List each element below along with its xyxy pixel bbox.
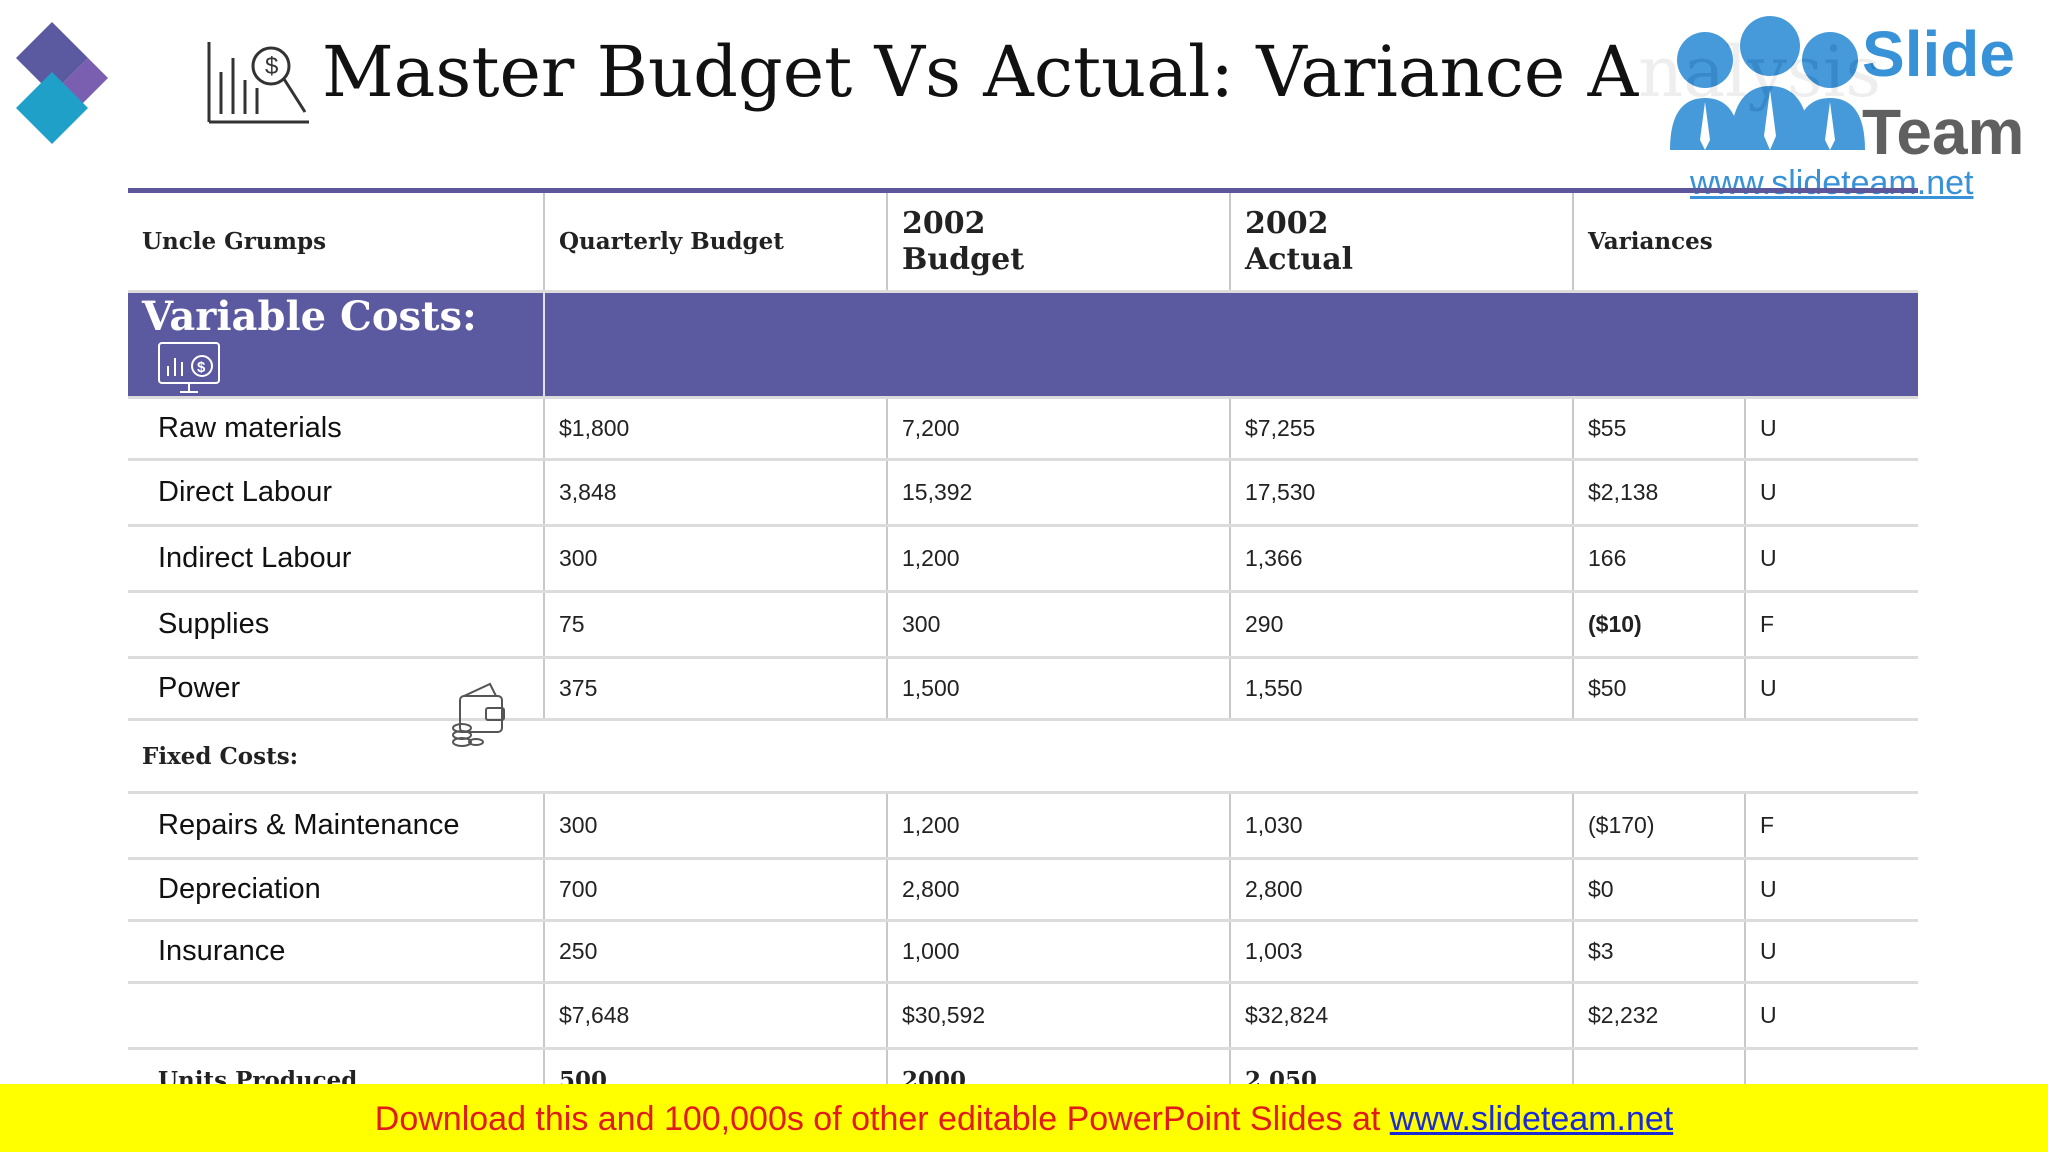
cell-budget: 1,200 bbox=[887, 525, 1231, 593]
cell-variance: $0 bbox=[1573, 858, 1746, 922]
cell-flag: U bbox=[1745, 657, 1919, 721]
variance-table: Uncle Grumps Quarterly Budget 2002 Budget… bbox=[128, 193, 1919, 1113]
table-row: Repairs & Maintenance 300 1,200 1,030 ($… bbox=[128, 792, 1919, 860]
team-people-icon bbox=[1670, 16, 1865, 150]
footer-text: Download this and 100,000s of other edit… bbox=[0, 1100, 2048, 1139]
cell-quarterly: 300 bbox=[544, 525, 888, 593]
cell-flag: U bbox=[1745, 397, 1919, 461]
row-name: Supplies bbox=[128, 591, 545, 659]
brand-name-team: Team bbox=[1862, 96, 2025, 168]
total-row-name bbox=[128, 982, 545, 1050]
variable-costs-section: Variable Costs: $ bbox=[128, 291, 1919, 399]
total-quarterly: $7,648 bbox=[544, 982, 888, 1050]
cell-actual: 1,003 bbox=[1230, 920, 1574, 984]
cell-flag: F bbox=[1745, 792, 1919, 860]
header-actual-year: 2002 bbox=[1245, 206, 1329, 242]
wallet-coins-icon bbox=[452, 682, 505, 747]
cell-quarterly: 375 bbox=[544, 657, 888, 721]
logo-mark bbox=[16, 22, 108, 144]
table-row: Supplies 75 300 290 ($10) F bbox=[128, 591, 1919, 659]
total-variance: $2,232 bbox=[1573, 982, 1746, 1050]
cell-variance: ($10) bbox=[1573, 591, 1746, 659]
table-row: Raw materials $1,800 7,200 $7,255 $55 U bbox=[128, 397, 1919, 461]
fixed-costs-section: Fixed Costs: bbox=[128, 719, 1919, 794]
cell-variance: $2,138 bbox=[1573, 459, 1746, 527]
cell-actual: $7,255 bbox=[1230, 397, 1574, 461]
cell-quarterly: 3,848 bbox=[544, 459, 888, 527]
cell-variance: 166 bbox=[1573, 525, 1746, 593]
total-actual: $32,824 bbox=[1230, 982, 1574, 1050]
cell-quarterly: 300 bbox=[544, 792, 888, 860]
table-row: Power 375 1,500 1,550 $50 U bbox=[128, 657, 1919, 721]
cell-variance: $55 bbox=[1573, 397, 1746, 461]
header-actual-label: Actual bbox=[1245, 241, 1354, 277]
cell-variance: $50 bbox=[1573, 657, 1746, 721]
cell-flag: U bbox=[1745, 525, 1919, 593]
row-name: Depreciation bbox=[128, 858, 545, 922]
cell-flag: U bbox=[1745, 858, 1919, 922]
header-2002-budget: 2002 Budget bbox=[887, 193, 1231, 293]
cell-variance: $3 bbox=[1573, 920, 1746, 984]
cell-budget: 1,200 bbox=[887, 792, 1231, 860]
cell-budget: 7,200 bbox=[887, 397, 1231, 461]
cell-budget: 1,500 bbox=[887, 657, 1231, 721]
cell-quarterly: $1,800 bbox=[544, 397, 888, 461]
total-row: $7,648 $30,592 $32,824 $2,232 U bbox=[128, 982, 1919, 1050]
header-budget-label: Budget bbox=[902, 241, 1025, 277]
row-name: Power bbox=[128, 657, 545, 721]
fixed-costs-label: Fixed Costs: bbox=[128, 719, 1919, 794]
row-name: Raw materials bbox=[128, 397, 545, 461]
cell-budget: 300 bbox=[887, 591, 1231, 659]
cell-budget: 15,392 bbox=[887, 459, 1231, 527]
row-name: Repairs & Maintenance bbox=[128, 792, 545, 860]
header-quarterly-budget: Quarterly Budget bbox=[544, 193, 888, 293]
table-row: Indirect Labour 300 1,200 1,366 166 U bbox=[128, 525, 1919, 593]
table-row: Depreciation 700 2,800 2,800 $0 U bbox=[128, 858, 1919, 922]
cell-budget: 1,000 bbox=[887, 920, 1231, 984]
variable-costs-label: Variable Costs: bbox=[142, 293, 477, 340]
cell-quarterly: 75 bbox=[544, 591, 888, 659]
table-row: Insurance 250 1,000 1,003 $3 U bbox=[128, 920, 1919, 984]
cell-actual: 1,366 bbox=[1230, 525, 1574, 593]
row-name: Insurance bbox=[128, 920, 545, 984]
svg-text:$: $ bbox=[265, 53, 278, 80]
variable-costs-label-cell: Variable Costs: $ bbox=[128, 291, 545, 399]
row-name: Indirect Labour bbox=[128, 525, 545, 593]
brand-name-slide: Slide bbox=[1862, 18, 2015, 90]
monitor-dollar-chart-icon: $ bbox=[158, 342, 220, 393]
brand-watermark: Slide Team www.slideteam.net bbox=[1640, 0, 2040, 202]
header-variances: Variances bbox=[1573, 193, 1919, 293]
cell-actual: 1,030 bbox=[1230, 792, 1574, 860]
analytics-search-icon: $ bbox=[207, 42, 309, 124]
table-header-row: Uncle Grumps Quarterly Budget 2002 Budget… bbox=[128, 193, 1919, 293]
row-name: Direct Labour bbox=[128, 459, 545, 527]
cell-budget: 2,800 bbox=[887, 858, 1231, 922]
page-title: Master Budget Vs Actual: Variance Analys… bbox=[322, 31, 1882, 113]
cell-flag: U bbox=[1745, 459, 1919, 527]
cell-actual: 1,550 bbox=[1230, 657, 1574, 721]
cell-variance: ($170) bbox=[1573, 792, 1746, 860]
footer-message: Download this and 100,000s of other edit… bbox=[374, 1100, 1390, 1138]
header-company: Uncle Grumps bbox=[128, 193, 545, 293]
cell-flag: U bbox=[1745, 920, 1919, 984]
total-flag: U bbox=[1745, 982, 1919, 1050]
cell-quarterly: 700 bbox=[544, 858, 888, 922]
download-banner: Download this and 100,000s of other edit… bbox=[0, 1084, 2048, 1152]
header-budget-year: 2002 bbox=[902, 206, 986, 242]
variable-costs-band bbox=[544, 291, 1919, 399]
table-top-rule bbox=[128, 188, 1918, 193]
cell-actual: 290 bbox=[1230, 591, 1574, 659]
total-budget: $30,592 bbox=[887, 982, 1231, 1050]
cell-flag: F bbox=[1745, 591, 1919, 659]
table-row: Direct Labour 3,848 15,392 17,530 $2,138… bbox=[128, 459, 1919, 527]
header-2002-actual: 2002 Actual bbox=[1230, 193, 1574, 293]
cell-actual: 2,800 bbox=[1230, 858, 1574, 922]
footer-link[interactable]: www.slideteam.net bbox=[1389, 1100, 1674, 1138]
svg-text:$: $ bbox=[197, 359, 206, 376]
cell-quarterly: 250 bbox=[544, 920, 888, 984]
cell-actual: 17,530 bbox=[1230, 459, 1574, 527]
